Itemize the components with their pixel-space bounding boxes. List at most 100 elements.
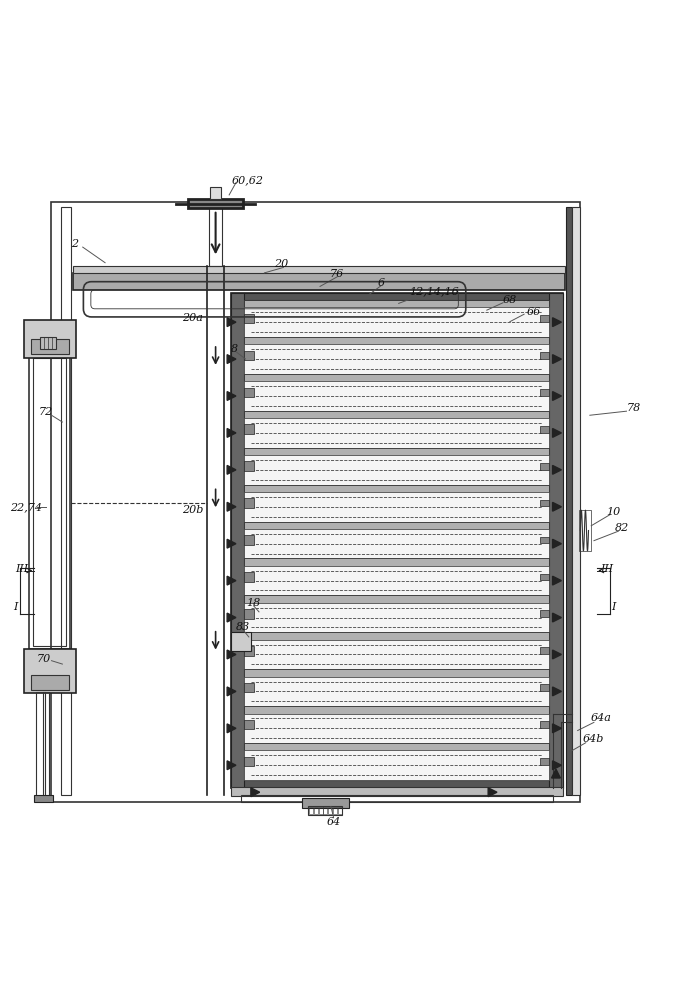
Bar: [244, 448, 549, 455]
Bar: [244, 418, 549, 448]
Bar: [244, 314, 254, 323]
Bar: [244, 677, 549, 706]
Bar: [31, 339, 69, 354]
Text: 18: 18: [246, 598, 261, 608]
Bar: [29, 354, 70, 649]
Polygon shape: [553, 576, 561, 585]
Bar: [40, 337, 56, 349]
Polygon shape: [227, 502, 236, 511]
Polygon shape: [553, 687, 561, 696]
Bar: [319, 807, 323, 814]
Bar: [244, 522, 549, 529]
Bar: [244, 461, 254, 471]
Text: 22,74: 22,74: [9, 502, 42, 512]
Polygon shape: [227, 318, 236, 327]
Text: 70: 70: [37, 654, 52, 664]
Polygon shape: [251, 788, 260, 797]
Text: 78: 78: [626, 403, 641, 413]
Bar: [244, 632, 549, 640]
Bar: [308, 806, 342, 815]
Bar: [36, 692, 45, 797]
Bar: [31, 675, 69, 690]
Text: 83: 83: [235, 622, 250, 632]
Polygon shape: [227, 392, 236, 400]
Polygon shape: [553, 318, 561, 327]
Bar: [244, 743, 549, 750]
Polygon shape: [553, 724, 561, 733]
Bar: [244, 498, 254, 508]
Polygon shape: [227, 613, 236, 622]
Polygon shape: [227, 761, 236, 770]
Bar: [540, 647, 549, 654]
Bar: [244, 300, 549, 307]
Text: 68: 68: [502, 295, 517, 305]
Bar: [231, 780, 563, 788]
Bar: [323, 807, 327, 814]
Bar: [210, 187, 221, 199]
Text: 76: 76: [330, 269, 344, 279]
Bar: [231, 293, 563, 788]
Bar: [231, 787, 563, 796]
Polygon shape: [553, 613, 561, 622]
Bar: [244, 640, 549, 669]
Bar: [61, 207, 71, 795]
Bar: [244, 424, 254, 434]
Polygon shape: [553, 429, 561, 437]
Bar: [244, 485, 549, 492]
Bar: [540, 389, 549, 396]
Text: 64b: 64b: [582, 734, 604, 744]
Bar: [244, 529, 549, 558]
Text: 20b: 20b: [182, 505, 203, 515]
Polygon shape: [553, 761, 561, 770]
Bar: [24, 320, 76, 358]
Bar: [244, 455, 549, 485]
Bar: [244, 757, 254, 766]
Polygon shape: [553, 650, 561, 659]
Bar: [540, 758, 549, 765]
Bar: [314, 807, 318, 814]
Polygon shape: [553, 539, 561, 548]
Text: 20a: 20a: [182, 313, 203, 323]
Bar: [309, 807, 313, 814]
Polygon shape: [227, 539, 236, 548]
Bar: [244, 750, 549, 780]
Bar: [244, 388, 254, 397]
Bar: [244, 381, 549, 411]
Bar: [540, 574, 549, 580]
Bar: [244, 603, 549, 632]
Bar: [540, 500, 549, 506]
Bar: [231, 632, 251, 651]
Bar: [231, 293, 244, 788]
Bar: [244, 351, 254, 360]
Bar: [540, 463, 549, 470]
Bar: [24, 649, 76, 693]
Bar: [540, 610, 549, 617]
Text: 8: 8: [231, 344, 237, 354]
Text: III: III: [601, 564, 614, 574]
Polygon shape: [227, 687, 236, 696]
Bar: [33, 358, 66, 646]
Bar: [244, 492, 549, 522]
Polygon shape: [553, 355, 561, 363]
Text: 2: 2: [71, 239, 78, 249]
Bar: [231, 293, 563, 300]
Bar: [73, 266, 565, 273]
Polygon shape: [227, 724, 236, 733]
Bar: [244, 646, 254, 656]
Text: III: III: [15, 564, 28, 574]
Polygon shape: [553, 502, 561, 511]
Bar: [540, 684, 549, 691]
Polygon shape: [227, 355, 236, 363]
Bar: [302, 798, 349, 808]
Polygon shape: [488, 788, 497, 797]
Bar: [244, 714, 549, 743]
Bar: [244, 595, 549, 603]
Bar: [244, 535, 254, 545]
Text: 82: 82: [615, 523, 630, 533]
Text: 64: 64: [326, 817, 341, 827]
Bar: [73, 273, 565, 290]
Bar: [540, 537, 549, 543]
Bar: [540, 352, 549, 359]
Bar: [188, 199, 243, 208]
Bar: [338, 807, 342, 814]
